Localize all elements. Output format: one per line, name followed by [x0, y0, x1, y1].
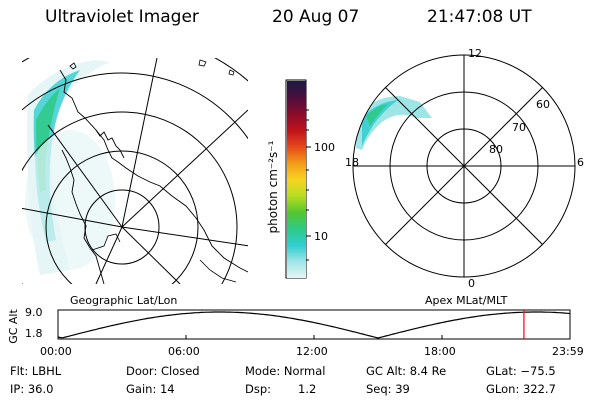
glon-label: GLon: 322.7: [486, 382, 556, 396]
geo-coastline: [59, 69, 248, 273]
alt-x-tick-1: 06:00: [168, 345, 200, 358]
geographic-caption: Geographic Lat/Lon: [70, 294, 178, 307]
colorbar-tick-100: 100: [314, 141, 335, 154]
colorbar-unit-label: photon cm⁻²s⁻¹: [266, 140, 280, 234]
mlat-label-60: 60: [536, 98, 550, 111]
alt-x-tick-2: 12:00: [296, 345, 328, 358]
dsp-value: 1.2: [298, 382, 317, 396]
mag-mlt-line-diag-2: [385, 87, 543, 245]
geo-lon-line-3: [47, 124, 123, 228]
colorbar-tick-10: 10: [314, 230, 328, 243]
image-date: 20 Aug 07: [272, 7, 360, 27]
mlat-label-70: 70: [512, 121, 526, 134]
magnetic-caption: Apex MLat/MLT: [425, 294, 508, 307]
alt-strip-ticks: [185, 335, 443, 339]
seq-label: Seq: 39: [366, 382, 410, 396]
door-label: Door: Closed: [126, 364, 200, 378]
geo-lat-circle-80: [84, 189, 160, 265]
geo-island-2: [198, 59, 207, 67]
geo-lon-line-7: [121, 226, 181, 284]
dsp-label: Dsp:: [245, 382, 272, 396]
geo-coastline-ice: [91, 233, 237, 283]
instrument-title: Ultraviolet Imager: [45, 7, 199, 27]
geo-lat-circle-60: [22, 111, 238, 284]
colorbar: [285, 79, 311, 279]
geo-lon-line-2: [121, 226, 248, 247]
alt-x-tick-0: 00:00: [40, 345, 72, 358]
glat-label: GLat: −75.5: [486, 364, 556, 378]
gc-alt-label: GC Alt: 8.4 Re: [366, 364, 447, 378]
geo-diffuse-glow: [25, 130, 115, 270]
mlt-label-6: 6: [577, 156, 584, 169]
mode-label: Mode: Normal: [245, 364, 326, 378]
filter-label: Flt: LBHL: [10, 364, 62, 378]
mag-aurora-core: [362, 100, 398, 146]
image-time: 21:47:08 UT: [427, 7, 532, 27]
geo-lat-circle-70: [45, 150, 199, 284]
geo-lat-circle-50: [22, 72, 248, 140]
alt-axis-label: GC Alt: [6, 309, 20, 344]
mlt-label-0: 0: [468, 277, 475, 290]
ip-label: IP: 36.0: [10, 382, 54, 396]
mag-aurora-peak: [366, 104, 388, 126]
alt-x-tick-3: 18:00: [424, 345, 456, 358]
geo-lon-line-4: [121, 58, 158, 228]
alt-x-tick-4: 23:59: [552, 345, 584, 358]
mlat-label-80: 80: [489, 143, 503, 156]
mlt-label-12: 12: [468, 47, 482, 60]
geo-island-3: [228, 69, 235, 76]
geographic-map: [22, 58, 248, 284]
geo-lon-line-1: [22, 207, 123, 228]
geo-coastline-peninsula: [61, 129, 125, 284]
geo-island-1: [69, 62, 77, 70]
alt-y-max: 9.0: [25, 306, 43, 319]
alt-y-min: 1.8: [25, 327, 43, 340]
geo-lon-line-5: [121, 109, 248, 228]
gain-label: Gain: 14: [126, 382, 175, 396]
magnetic-polar-plot: [352, 54, 576, 278]
colorbar-ticks: [306, 109, 311, 261]
mlt-label-18: 18: [345, 156, 359, 169]
colorbar-gradient: [287, 81, 306, 278]
altitude-curve: [57, 311, 571, 339]
altitude-strip-chart: [57, 309, 571, 340]
